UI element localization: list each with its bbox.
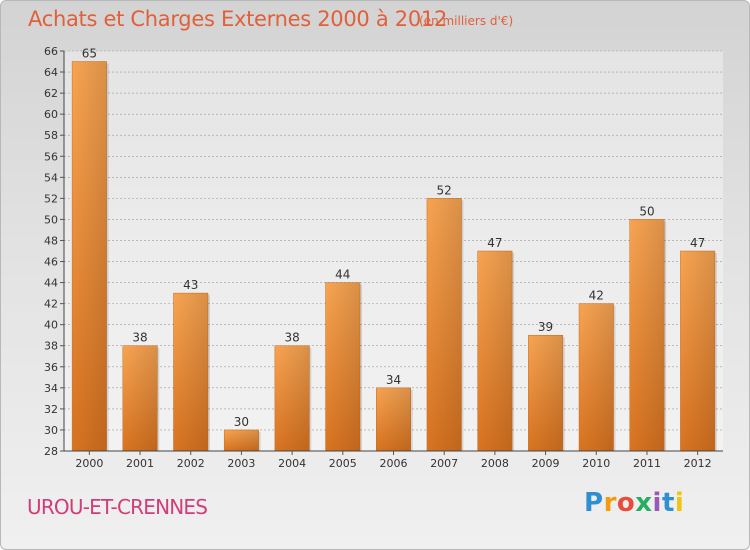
y-tick-label: 30 <box>44 424 58 437</box>
chart-unit: (en milliers d'€) <box>419 14 514 28</box>
y-tick-label: 60 <box>44 108 58 121</box>
bar-shade <box>579 303 614 451</box>
proxiti-logo: Proxiti <box>584 488 684 518</box>
bars <box>71 61 717 452</box>
y-axis-ticks: 28 30 32 34 36 38 40 42 44 46 48 50 52 54 56 58 60 62 64 66 <box>44 45 64 458</box>
y-tick-label: 28 <box>44 445 58 458</box>
data-label: 43 <box>183 278 198 292</box>
y-tick-label: 36 <box>44 361 58 374</box>
x-tick-label: 2006 <box>380 457 408 470</box>
x-tick-label: 2005 <box>329 457 357 470</box>
x-tick-label: 2009 <box>532 457 560 470</box>
y-tick-label: 54 <box>44 171 58 184</box>
bar-shade <box>122 345 158 451</box>
logo-letter: i <box>674 488 685 518</box>
x-tick-label: 2000 <box>75 457 103 470</box>
x-tick-label: 2001 <box>126 457 154 470</box>
x-tick-label: 2010 <box>582 457 610 470</box>
y-tick-label: 42 <box>44 298 58 311</box>
data-label: 34 <box>386 373 401 387</box>
logo-letter: r <box>603 488 617 518</box>
bar-shade <box>680 251 715 451</box>
y-tick-label: 38 <box>44 340 58 353</box>
y-tick-label: 40 <box>44 319 58 332</box>
bar-shade <box>528 335 563 451</box>
y-tick-label: 44 <box>44 277 58 290</box>
logo-letter: i <box>652 488 662 518</box>
chart-title: Achats et Charges Externes 2000 à 2012 <box>28 7 448 31</box>
logo-letter: x <box>635 488 653 518</box>
data-label: 44 <box>335 268 350 282</box>
logo-letter: o <box>616 488 636 518</box>
data-label: 38 <box>132 331 147 345</box>
y-tick-label: 32 <box>44 403 58 416</box>
data-label: 52 <box>437 183 452 197</box>
data-label: 50 <box>639 204 654 218</box>
x-tick-label: 2007 <box>430 457 458 470</box>
data-label: 47 <box>690 236 705 250</box>
logo-letter: P <box>584 488 604 518</box>
bar-shade <box>477 251 513 451</box>
bar-shade <box>376 387 411 451</box>
bar-shade <box>274 345 310 451</box>
bar-shade <box>224 429 259 451</box>
x-tick-label: 2011 <box>633 457 661 470</box>
x-tick-label: 2008 <box>481 457 509 470</box>
bar-shade <box>173 293 208 451</box>
y-tick-label: 50 <box>44 213 58 226</box>
y-tick-label: 46 <box>44 256 58 269</box>
y-tick-label: 58 <box>44 129 58 142</box>
data-labels: 65 38 43 30 38 44 34 52 47 39 42 50 47 <box>82 47 706 429</box>
logo-letter: t <box>661 488 675 518</box>
y-tick-label: 34 <box>44 382 58 395</box>
y-tick-label: 52 <box>44 192 58 205</box>
x-tick-label: 2004 <box>278 457 306 470</box>
x-tick-label: 2002 <box>177 457 205 470</box>
y-tick-label: 48 <box>44 234 58 247</box>
bar-shade <box>426 198 462 451</box>
bar-shade <box>629 219 665 451</box>
data-label: 38 <box>284 331 299 345</box>
y-tick-label: 64 <box>44 66 58 79</box>
data-label: 65 <box>82 47 97 61</box>
data-label: 42 <box>589 289 604 303</box>
y-tick-label: 56 <box>44 150 58 163</box>
data-label: 39 <box>538 320 553 334</box>
x-axis-ticks: 2000 2001 2002 2003 2004 2005 2006 2007 2008 2009… <box>75 451 712 470</box>
y-tick-label: 62 <box>44 87 58 100</box>
bar-shade <box>72 61 107 452</box>
y-tick-label: 66 <box>44 45 58 58</box>
x-tick-label: 2003 <box>227 457 255 470</box>
x-tick-label: 2012 <box>684 457 712 470</box>
bar-shade <box>325 282 361 451</box>
data-label: 30 <box>234 415 249 429</box>
data-label: 47 <box>487 236 502 250</box>
commune-name: UROU-ET-CRENNES <box>27 495 208 519</box>
